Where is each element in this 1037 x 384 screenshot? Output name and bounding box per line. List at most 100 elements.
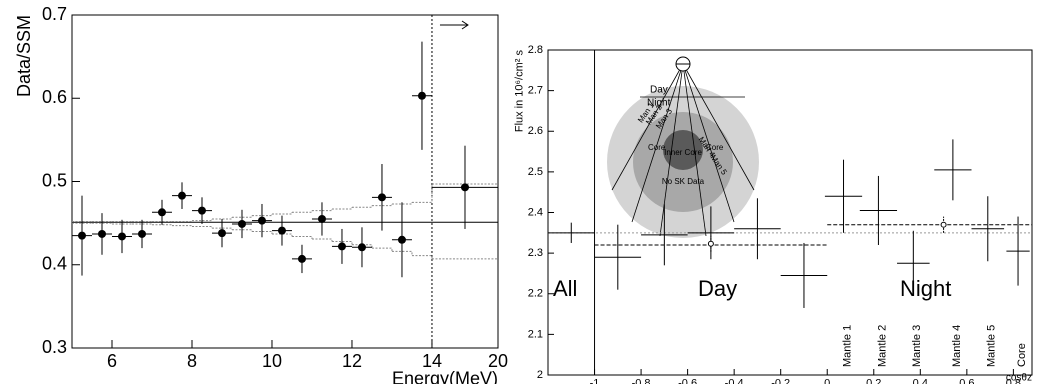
x-tick-label: 10 [262,351,282,371]
data-point [117,232,126,241]
data-point [337,242,346,251]
inset-label: Day [650,85,668,96]
y-tick-label: 2.5 [528,166,543,178]
data-point [197,206,206,215]
y-tick-label: 0.4 [42,254,67,274]
y-axis-label: Data/SSM [14,15,34,97]
inset-label: Inner Core [664,148,702,157]
systematic-band [191,225,213,229]
systematic-band [171,220,193,222]
x-tick-label: 8 [187,351,197,371]
data-point [357,243,366,252]
bin-label: Mantle 4 [951,325,963,367]
data-point [397,235,406,244]
data-point [237,219,246,228]
region-label: Night [900,276,951,301]
systematic-band [411,183,433,203]
y-tick-label: 2.4 [528,206,543,218]
systematic-band [211,227,233,230]
systematic-band [211,217,233,220]
data-point [157,208,166,217]
systematic-band [371,247,393,252]
x-tick-label: 0.4 [913,378,928,384]
x-tick-label: -0.6 [678,378,697,384]
data-point [177,191,186,200]
systematic-band [311,208,333,212]
x-tick-label: 20 [488,351,508,371]
arrow [439,20,469,30]
inset-label: Night [647,98,671,109]
data-point [97,229,106,238]
y-tick-label: 0.5 [42,170,67,190]
y-tick-label: 2.2 [528,288,543,300]
systematic-band [191,218,213,222]
data-point [460,183,469,192]
data-point [257,216,266,225]
systematic-band [151,224,173,226]
systematic-band [391,202,413,205]
systematic-band [331,240,353,245]
x-tick-label: 14 [422,351,442,371]
y-tick-label: 2.3 [528,247,543,259]
systematic-band [251,230,273,234]
systematic-band [271,233,293,237]
region-label: Day [698,276,737,301]
x-tick-label: 0.6 [959,378,974,384]
plot-frame [71,14,499,349]
data-point [137,229,146,238]
data-point [317,214,326,223]
systematic-band [271,212,293,215]
open-point [940,221,947,228]
systematic-band [331,207,353,210]
systematic-band [351,205,373,208]
open-point [707,240,714,247]
data-point [77,231,86,240]
x-axis-label: Energy(MeV) [392,368,498,384]
y-tick-label: 0.3 [42,337,67,357]
x-tick-label: -0.8 [632,378,651,384]
systematic-band [231,229,253,232]
x-axis-label: cosθz [1006,373,1032,384]
y-tick-label: 2.1 [528,328,543,340]
y-tick-label: 2.8 [528,44,543,56]
systematic-band [251,213,273,217]
y-tick-label: 2.7 [528,85,543,97]
x-tick-label: -0.4 [725,378,744,384]
inset-rays [611,63,755,237]
inset-label: Core [706,143,724,152]
data-point [417,91,426,100]
data-point [217,229,226,238]
x-tick-label: 6 [107,351,117,371]
y-tick-label: 0.6 [42,87,67,107]
systematic-band [411,255,433,259]
x-tick-label: 0.8 [1006,378,1021,384]
y-tick-label: 2 [537,369,543,381]
systematic-band [291,235,313,239]
x-tick-label: 0.2 [866,378,881,384]
x-tick-label: 0 [824,378,830,384]
inset-earth [607,56,759,238]
bin-label: Mantle 3 [911,325,923,367]
region-label: All [553,276,577,301]
inset-label: No SK Data [662,177,705,186]
systematic-band [231,215,253,218]
bin-label: Mantle 2 [876,325,888,367]
bin-label: Mantle 5 [986,325,998,367]
bin-label: Mantle 1 [841,325,853,367]
data-point [377,193,386,202]
systematic-band [291,210,313,213]
systematic-band [371,203,393,207]
inset-label: Core [648,143,666,152]
systematic-band [391,250,413,256]
x-tick-label: 12 [342,351,362,371]
data-point [297,254,306,263]
x-tick-label: -0.2 [771,378,790,384]
systematic-band [171,225,193,227]
y-tick-label: 2.6 [528,125,543,137]
systematic-band [311,238,333,242]
y-axis-label: Flux in 10⁶/cm² s [513,50,525,133]
data-point [277,226,286,235]
x-tick-label: -1 [590,378,600,384]
bin-label: Core [1016,343,1028,367]
